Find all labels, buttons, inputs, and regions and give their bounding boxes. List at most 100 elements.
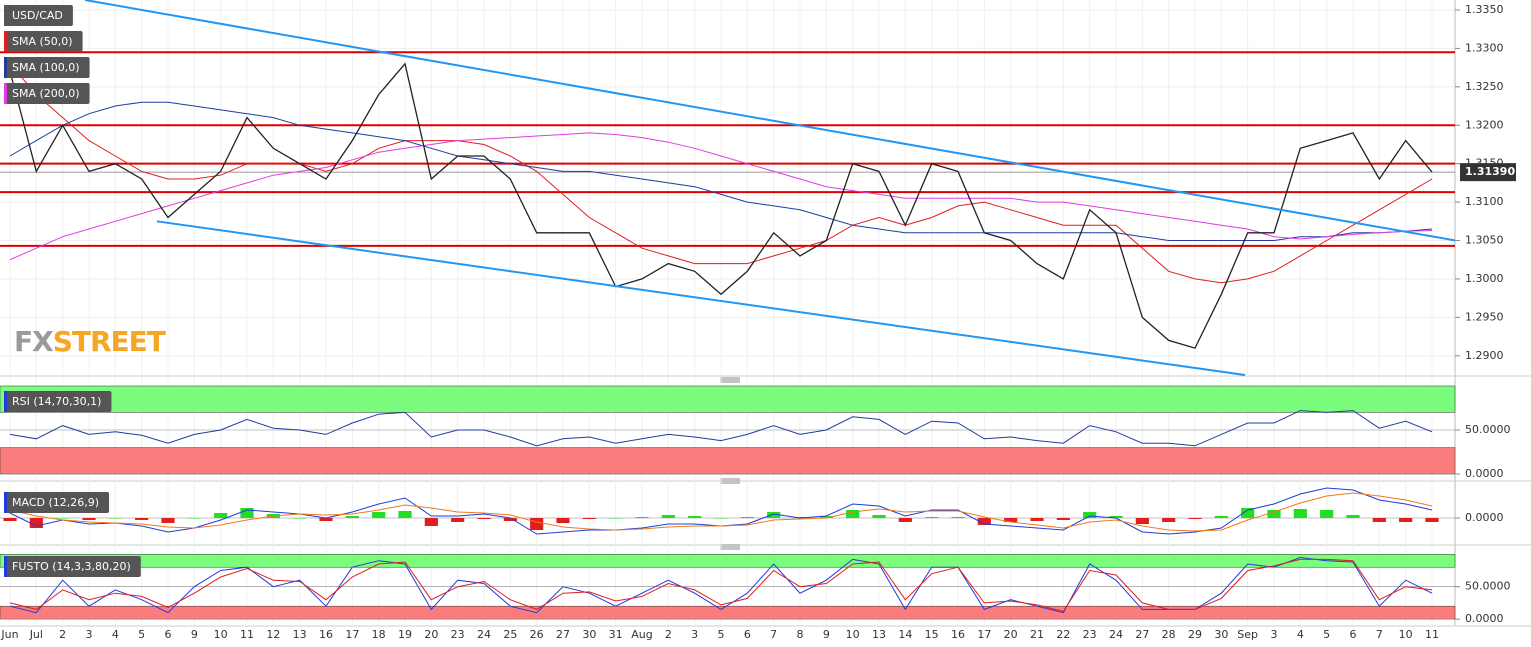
x-tick-label: 7	[770, 628, 777, 641]
x-tick-label: 24	[477, 628, 491, 641]
histogram-bar	[714, 518, 728, 519]
histogram-bar	[1083, 512, 1097, 518]
y-tick-label: 1.3100	[1465, 195, 1504, 208]
watermark-part: STREET	[53, 325, 166, 358]
last-price-label: 1.31390	[1465, 165, 1515, 178]
histogram-bar	[951, 517, 965, 518]
histogram-bar	[530, 518, 544, 530]
y-tick-label: 0.0000	[1465, 612, 1504, 625]
x-tick-label: 10	[1399, 628, 1413, 641]
histogram-bar	[240, 508, 254, 518]
badge-accent	[4, 391, 7, 412]
histogram-bar	[740, 517, 754, 518]
x-tick-label: 23	[451, 628, 465, 641]
badge: SMA (50,0)	[4, 31, 83, 52]
histogram-bar	[503, 518, 517, 521]
x-tick-label: Aug	[631, 628, 652, 641]
x-tick-label: 11	[240, 628, 254, 641]
x-tick-label: 9	[823, 628, 830, 641]
badge: RSI (14,70,30,1)	[4, 391, 112, 412]
histogram-bar	[161, 518, 175, 523]
histogram-bar	[372, 512, 386, 518]
x-tick-label: Jun	[0, 628, 18, 641]
band	[0, 385, 1456, 413]
histogram-bar	[319, 518, 333, 521]
badge-label: SMA (50,0)	[12, 35, 73, 48]
histogram-bar	[1425, 518, 1439, 522]
x-tick-label: 29	[1188, 628, 1202, 641]
x-tick-label: 30	[582, 628, 596, 641]
histogram-bar	[29, 518, 43, 528]
x-tick-label: 26	[530, 628, 544, 641]
badge-label: SMA (200,0)	[12, 87, 80, 100]
band	[0, 447, 1456, 475]
histogram-bar	[214, 513, 228, 518]
x-tick-label: 17	[345, 628, 359, 641]
x-tick-label: 10	[214, 628, 228, 641]
histogram-bar	[82, 518, 96, 520]
sma-line	[9, 101, 1433, 241]
x-tick-label: 31	[609, 628, 623, 641]
histogram-bar	[3, 518, 17, 521]
histogram-bar	[1241, 508, 1255, 518]
x-tick-label: 3	[86, 628, 93, 641]
x-tick-label: 4	[1297, 628, 1304, 641]
indicator-line	[9, 410, 1433, 447]
badge-label: USD/CAD	[12, 9, 63, 22]
x-tick-label: 20	[1004, 628, 1018, 641]
badge: MACD (12,26,9)	[4, 492, 110, 513]
histogram-bar	[846, 510, 860, 518]
histogram-bar	[582, 518, 596, 519]
x-tick-label: 5	[138, 628, 145, 641]
histogram-bar	[477, 518, 491, 519]
x-tick-label: 5	[1323, 628, 1330, 641]
x-tick-label: 14	[898, 628, 912, 641]
x-tick-label: 23	[1083, 628, 1097, 641]
histogram-bar	[977, 518, 991, 525]
resize-handle[interactable]	[720, 377, 740, 550]
y-tick-label: 50.0000	[1465, 580, 1511, 593]
histogram-bar	[925, 517, 939, 518]
band	[0, 605, 1456, 620]
y-tick-label: 1.3200	[1465, 118, 1504, 131]
histogram-bar	[108, 518, 122, 519]
histogram-bar	[767, 512, 781, 518]
x-tick-label: 13	[293, 628, 307, 641]
x-tick-label: 2	[59, 628, 66, 641]
histogram-bar	[1162, 518, 1176, 522]
badge-bg	[4, 556, 141, 577]
y-tick-label: 1.3350	[1465, 3, 1504, 16]
histogram-bar	[1030, 518, 1044, 521]
x-tick-label: 13	[872, 628, 886, 641]
badge-bg	[4, 391, 112, 412]
histogram-bar	[556, 518, 570, 523]
y-tick-label: 1.3050	[1465, 234, 1504, 247]
y-tick-label: 1.3000	[1465, 272, 1504, 285]
histogram-bar	[56, 518, 70, 519]
histogram-bar	[345, 516, 359, 518]
badge-accent	[4, 5, 7, 26]
histogram-bar	[135, 518, 149, 520]
badge-accent	[4, 556, 7, 577]
histogram-bar	[1293, 509, 1307, 518]
histogram-bar	[688, 516, 702, 518]
badge: SMA (200,0)	[4, 83, 90, 104]
x-tick-label: 3	[1271, 628, 1278, 641]
badge-bg	[4, 5, 73, 26]
y-tick-label: 0.0000	[1465, 467, 1504, 480]
sma-line	[9, 63, 1433, 284]
x-tick-label: 22	[1056, 628, 1070, 641]
x-tick-label: 6	[744, 628, 751, 641]
price-line	[9, 62, 1433, 349]
badge: SMA (100,0)	[4, 57, 90, 78]
histogram-bar	[1346, 515, 1360, 518]
x-tick-label: 21	[1030, 628, 1044, 641]
histogram-bar	[1399, 518, 1413, 522]
trendline	[84, 0, 1455, 242]
histogram-bar	[451, 518, 465, 522]
y-tick-label: 1.2900	[1465, 349, 1504, 362]
y-tick-label: 50.0000	[1465, 423, 1511, 436]
badge-accent	[4, 31, 7, 52]
